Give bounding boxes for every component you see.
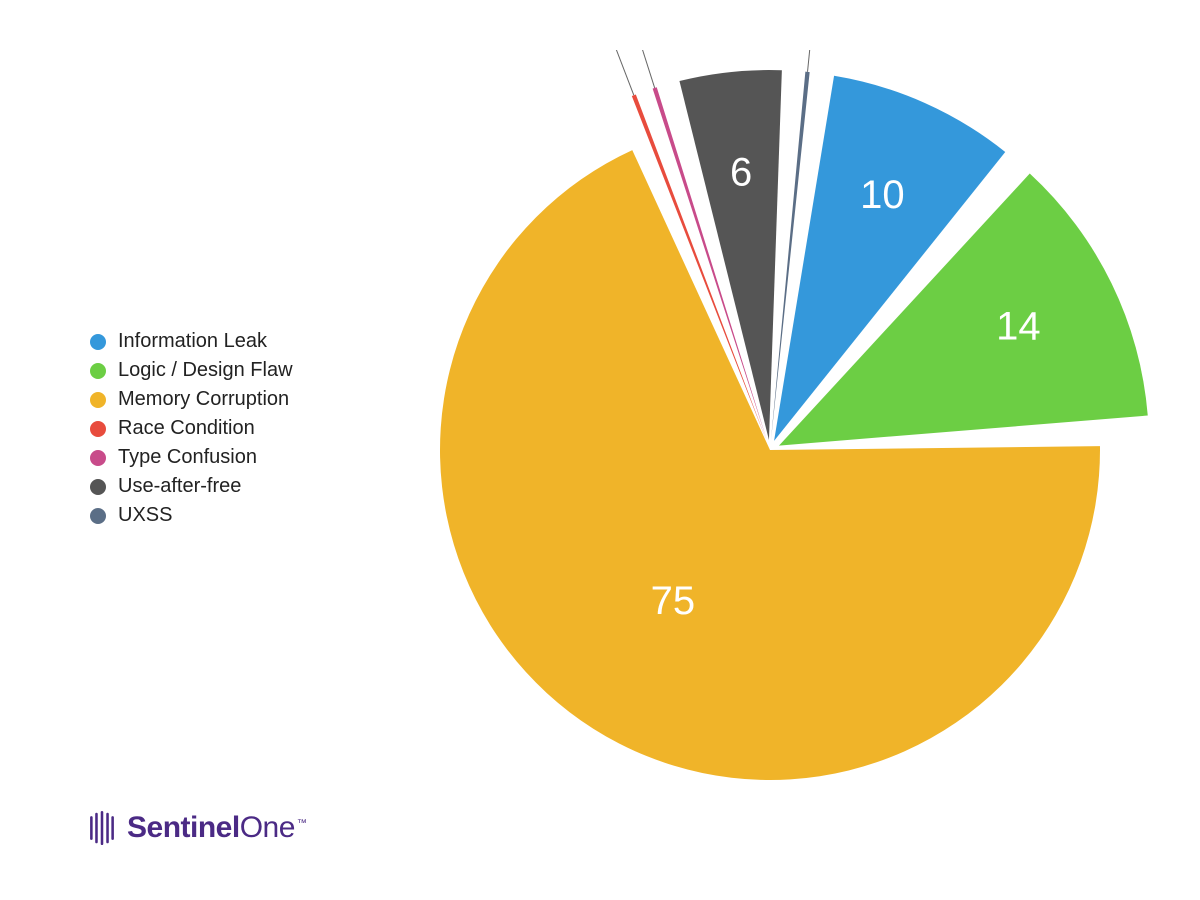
legend-item: Logic / Design Flaw xyxy=(90,359,293,382)
slice-value: 10 xyxy=(860,173,905,217)
legend-label: Logic / Design Flaw xyxy=(118,359,293,382)
legend-dot xyxy=(90,421,106,437)
legend: Information Leak Logic / Design Flaw Memor… xyxy=(90,330,293,533)
slice-value: 6 xyxy=(730,151,752,195)
legend-label: Type Confusion xyxy=(118,446,257,469)
legend-dot xyxy=(90,479,106,495)
legend-label: Race Condition xyxy=(118,417,255,440)
legend-item: UXSS xyxy=(90,504,293,527)
legend-dot xyxy=(90,392,106,408)
callout-line xyxy=(808,50,813,72)
pie-chart: 1101475116 xyxy=(370,50,1170,850)
callout-line xyxy=(614,50,634,95)
legend-dot xyxy=(90,334,106,350)
slice-value: 75 xyxy=(651,579,696,623)
legend-dot xyxy=(90,363,106,379)
callout-line xyxy=(638,50,655,88)
legend-label: Memory Corruption xyxy=(118,388,289,411)
legend-dot xyxy=(90,508,106,524)
legend-item: Memory Corruption xyxy=(90,388,293,411)
legend-label: Use-after-free xyxy=(118,475,241,498)
brand-logo: SentinelOne™ xyxy=(85,811,306,845)
legend-label: UXSS xyxy=(118,504,172,527)
legend-label: Information Leak xyxy=(118,330,267,353)
brand-text: SentinelOne™ xyxy=(127,811,306,845)
legend-item: Type Confusion xyxy=(90,446,293,469)
legend-item: Use-after-free xyxy=(90,475,293,498)
slice-value: 14 xyxy=(996,304,1041,348)
brand-icon xyxy=(85,811,119,845)
legend-dot xyxy=(90,450,106,466)
legend-item: Race Condition xyxy=(90,417,293,440)
legend-item: Information Leak xyxy=(90,330,293,353)
